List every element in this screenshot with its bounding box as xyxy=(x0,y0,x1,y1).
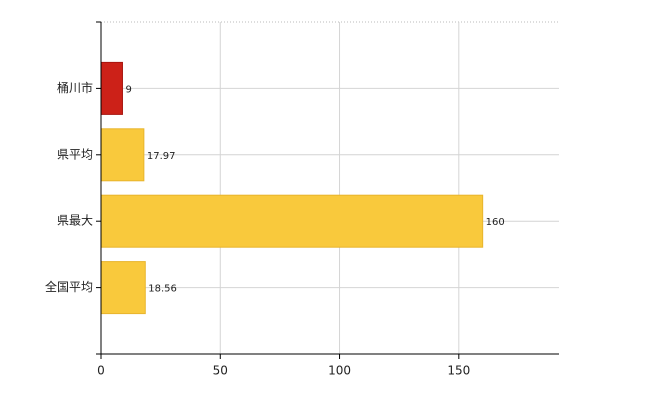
data-label: 18.56 xyxy=(148,284,177,295)
x-tick-label: 0 xyxy=(97,364,105,378)
x-tick-label: 100 xyxy=(328,364,351,378)
data-label: 17.97 xyxy=(147,151,176,162)
x-tick-label: 150 xyxy=(447,364,470,378)
y-tick-label: 県平均 xyxy=(57,147,93,161)
bar xyxy=(100,61,123,115)
y-tick-label: 県最大 xyxy=(57,214,93,228)
data-label: 160 xyxy=(486,217,505,228)
bar xyxy=(100,128,145,182)
bar xyxy=(100,261,146,315)
x-tick-label: 50 xyxy=(213,364,228,378)
y-tick-label: 桶川市 xyxy=(57,80,93,95)
y-tick-label: 全国平均 xyxy=(45,279,93,294)
data-label: 9 xyxy=(125,84,131,95)
bar xyxy=(100,194,484,248)
